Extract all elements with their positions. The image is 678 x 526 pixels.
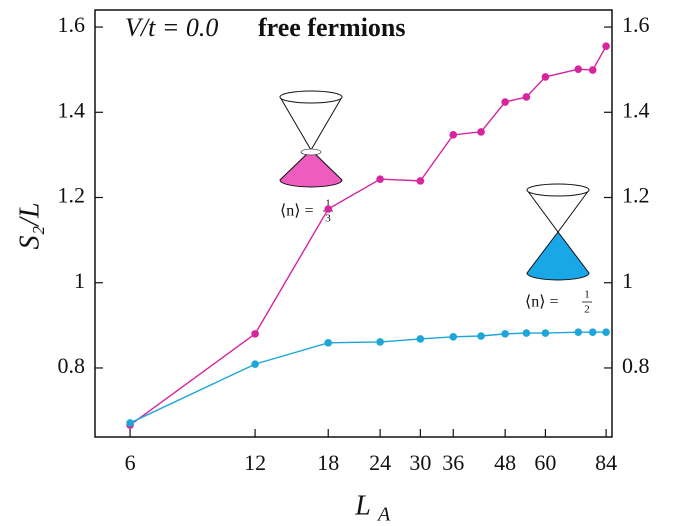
cone-icon: ⟨n⟩ = 1 3 (279, 90, 343, 225)
data-point (324, 339, 333, 347)
y-tick-label: 1.6 (58, 12, 86, 37)
annotation: ⟨n⟩ = (525, 294, 559, 311)
x-tick-label: 12 (244, 450, 266, 475)
data-point (416, 177, 425, 185)
y2-tick-label: 0.8 (622, 353, 650, 378)
data-point (416, 335, 425, 343)
data-point (574, 328, 583, 336)
data-point (449, 333, 458, 341)
x-tick-label: 48 (494, 450, 516, 475)
data-point (126, 419, 134, 427)
x-tick-label: 84 (595, 450, 617, 475)
data-point (522, 93, 531, 101)
data-point (602, 42, 610, 51)
y2-tick-label: 1 (622, 268, 633, 293)
data-point (588, 66, 597, 74)
y2-tick-label: 1.4 (622, 97, 650, 122)
data-point (541, 329, 550, 337)
chart-title: V/t = 0.0 (125, 13, 218, 42)
y2-tick-label: 1.6 (622, 12, 650, 37)
data-point (251, 360, 259, 368)
data-point (376, 175, 384, 183)
data-point (324, 205, 333, 213)
x-axis-label: L (354, 490, 371, 521)
plot-frame (94, 9, 613, 438)
data-point (449, 131, 458, 139)
data-point (251, 330, 259, 338)
annotation-den: 2 (584, 304, 590, 316)
annotation: ⟨n⟩ = (280, 203, 314, 220)
data-point (588, 328, 597, 336)
data-point (602, 328, 610, 336)
series-line (129, 331, 607, 424)
x-tick-label: 60 (534, 450, 556, 475)
x-tick-label: 18 (317, 450, 339, 475)
data-point (376, 338, 384, 346)
data-point (501, 330, 509, 338)
x-tick-label: 6 (125, 450, 136, 475)
x-axis-label-sub: A (376, 504, 391, 526)
data-point (477, 332, 485, 340)
y-tick-label: 1 (74, 268, 85, 293)
chart-title-bold: free fermions (258, 13, 406, 42)
annotation-num: 1 (584, 289, 590, 301)
annotation-den: 3 (325, 213, 331, 225)
data-point (477, 128, 485, 136)
x-tick-label: 24 (369, 450, 391, 475)
series-line (129, 45, 607, 426)
data-point (501, 98, 509, 106)
cone-icon: ⟨n⟩ = 1 2 (525, 183, 592, 316)
y-tick-label: 1.4 (58, 97, 86, 122)
x-tick-label: 30 (409, 450, 431, 475)
y-axis-label: S₂/L (14, 202, 45, 249)
y-tick-label: 1.2 (58, 183, 86, 208)
y2-tick-label: 1.2 (622, 183, 650, 208)
x-tick-label: 36 (442, 450, 464, 475)
annotation-num: 1 (325, 198, 331, 210)
data-point (541, 73, 550, 81)
data-point (574, 65, 583, 74)
y-tick-label: 0.8 (58, 353, 86, 378)
data-point (522, 329, 531, 337)
